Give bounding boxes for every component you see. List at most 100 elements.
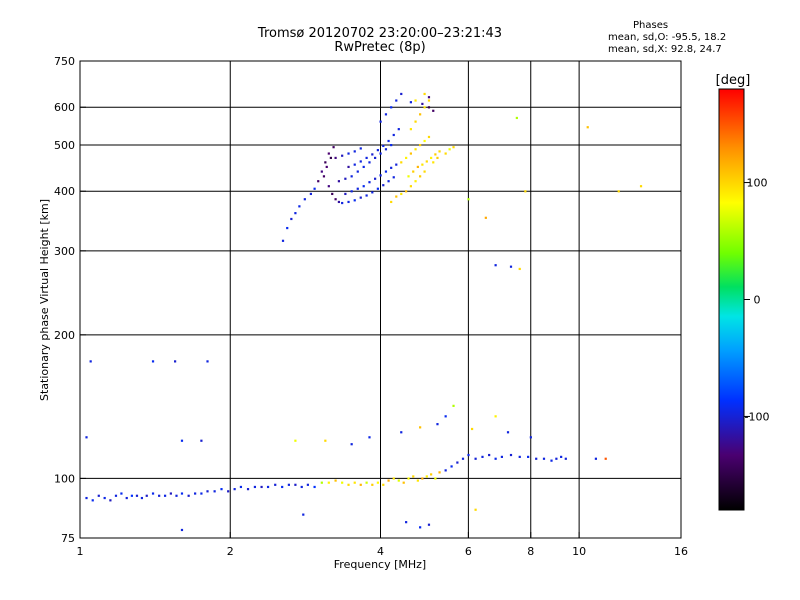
- grid-lines: [80, 61, 681, 538]
- data-point: [400, 161, 403, 164]
- data-point: [298, 205, 301, 208]
- data-point: [405, 156, 408, 160]
- y-tick-label: 300: [54, 245, 75, 258]
- data-point: [392, 133, 395, 137]
- data-point: [400, 192, 403, 196]
- data-point: [382, 483, 385, 486]
- data-point: [425, 475, 428, 478]
- data-point: [371, 483, 374, 486]
- y-tick-label: 600: [54, 101, 75, 114]
- x-tick-label: 16: [674, 545, 688, 558]
- data-point: [450, 465, 453, 468]
- colorbar-label: [deg]: [716, 73, 751, 88]
- data-point: [359, 147, 362, 150]
- data-point: [246, 488, 250, 491]
- data-point: [140, 496, 144, 500]
- data-point: [432, 109, 435, 112]
- data-point: [266, 485, 270, 489]
- data-point: [287, 483, 290, 486]
- data-point: [407, 175, 410, 178]
- data-point: [392, 176, 395, 179]
- data-point: [130, 494, 134, 497]
- data-point: [397, 128, 400, 131]
- data-point: [425, 160, 428, 163]
- data-point: [470, 427, 474, 431]
- y-tick-label: 500: [54, 139, 75, 152]
- data-point: [564, 457, 567, 460]
- data-point: [509, 453, 513, 457]
- data-point: [392, 477, 395, 480]
- data-point: [432, 161, 435, 164]
- data-point: [302, 513, 305, 516]
- data-point: [384, 113, 388, 116]
- data-point: [427, 523, 431, 526]
- data-point: [356, 170, 359, 173]
- data-point: [444, 469, 447, 472]
- data-point: [300, 485, 303, 489]
- phase-stats-x: mean, sd,X: 92.8, 24.7: [608, 44, 722, 55]
- data-point: [419, 175, 422, 178]
- data-point: [347, 152, 350, 155]
- data-point: [303, 198, 306, 201]
- data-point: [419, 143, 422, 147]
- data-point: [359, 196, 362, 199]
- data-point: [427, 135, 431, 139]
- data-point: [85, 496, 88, 500]
- data-point: [379, 152, 382, 155]
- data-point: [327, 152, 330, 155]
- data-point: [365, 156, 368, 160]
- y-tick-label: 100: [54, 472, 75, 485]
- data-point: [604, 457, 607, 460]
- data-point: [187, 494, 190, 497]
- data-point: [395, 195, 398, 198]
- data-point: [400, 431, 403, 434]
- data-point: [379, 174, 382, 177]
- data-point: [421, 477, 424, 480]
- data-point: [286, 226, 289, 230]
- data-point: [344, 177, 347, 180]
- data-point: [412, 475, 415, 478]
- data-point: [320, 170, 323, 173]
- data-point: [430, 473, 433, 476]
- data-point: [488, 453, 491, 457]
- data-point: [350, 175, 353, 178]
- data-point: [114, 494, 118, 497]
- data-point: [194, 492, 197, 495]
- data-point: [387, 139, 390, 143]
- data-point: [494, 457, 497, 460]
- data-point: [125, 496, 128, 500]
- data-point: [353, 150, 356, 153]
- data-point: [320, 481, 323, 484]
- data-point: [379, 120, 382, 123]
- data-point: [444, 152, 447, 155]
- data-point: [416, 165, 419, 169]
- data-point: [594, 457, 598, 460]
- data-point: [227, 490, 230, 493]
- colorbar-tick-label: 100: [747, 177, 768, 190]
- data-point: [322, 175, 326, 178]
- data-point: [324, 439, 327, 442]
- y-axis-ticks: 75 100 200 300 400 500 600 750: [54, 55, 86, 545]
- phase-heading: Phases: [633, 20, 669, 31]
- data-point: [390, 143, 393, 147]
- data-point: [253, 485, 257, 489]
- data-point: [423, 92, 426, 96]
- data-point: [402, 481, 405, 484]
- data-point: [365, 481, 368, 484]
- chart-title: Tromsø 20120702 23:20:00–23:21:43: [257, 26, 503, 41]
- x-tick-label: 1: [77, 545, 84, 558]
- data-point: [427, 96, 431, 99]
- x-tick-label: 8: [527, 545, 534, 558]
- data-point: [409, 101, 412, 104]
- data-point: [353, 199, 356, 202]
- data-point: [109, 499, 112, 502]
- data-point: [494, 415, 497, 418]
- data-point: [639, 185, 643, 188]
- data-point: [390, 200, 393, 204]
- colorbar: [718, 88, 745, 511]
- data-point: [281, 485, 284, 489]
- data-point: [376, 187, 379, 190]
- data-point: [313, 485, 316, 489]
- data-point: [438, 471, 441, 474]
- data-point: [206, 360, 209, 363]
